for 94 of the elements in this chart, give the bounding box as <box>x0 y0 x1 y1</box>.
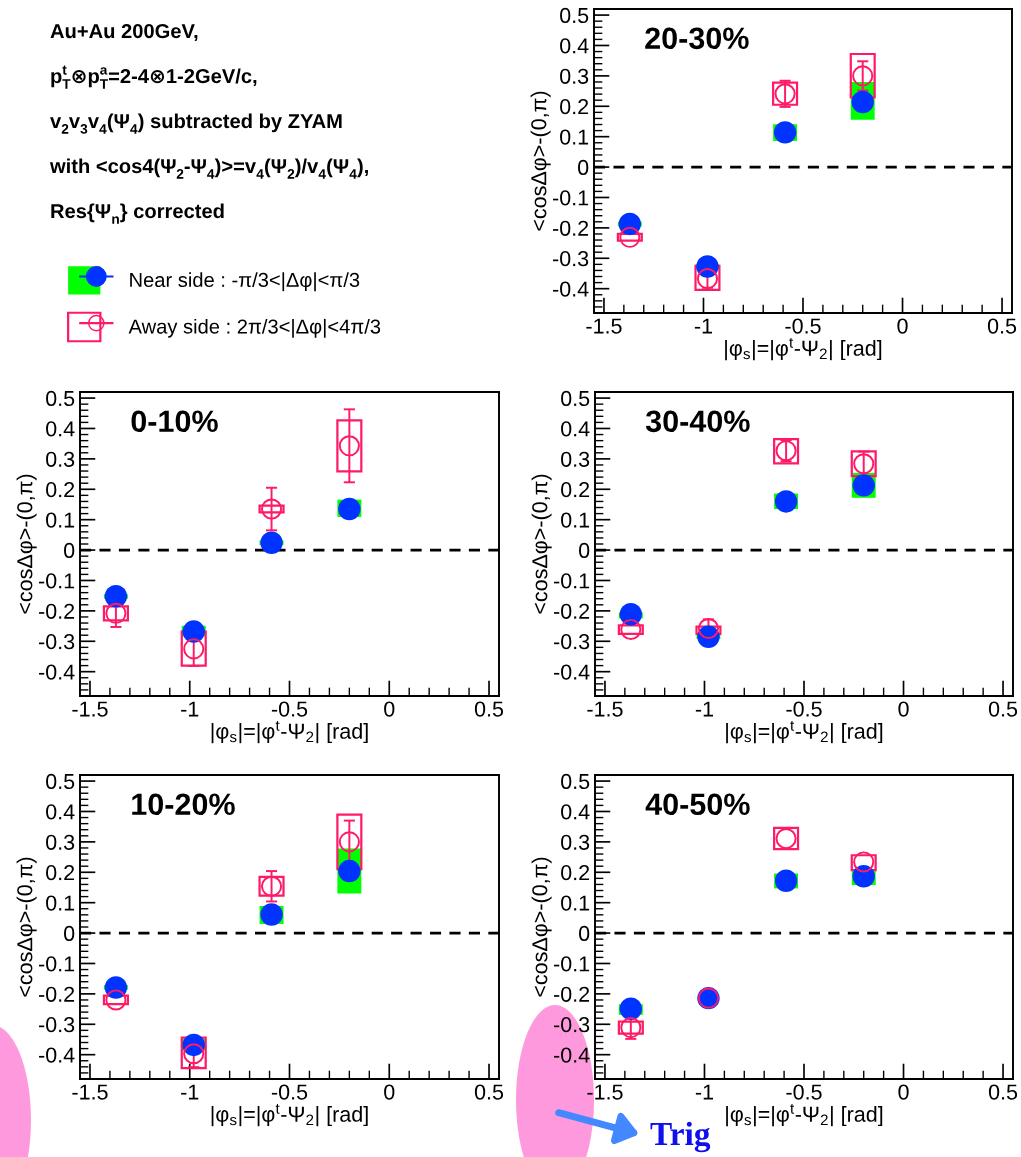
x-tick-label: -1 <box>181 701 199 717</box>
y-tick-label: -0.3 <box>554 1017 590 1033</box>
y-tick-label: 0 <box>64 542 75 559</box>
y-tick-label: 0.2 <box>561 482 590 498</box>
y-tick-label: 0 <box>579 542 590 559</box>
y-tick-label: 0.1 <box>46 895 75 911</box>
y-tick-label: 0.5 <box>560 7 589 24</box>
y-tick-label: -0.2 <box>39 603 75 619</box>
x-tick-label: 0 <box>897 318 908 334</box>
y-tick-label: -0.4 <box>554 664 590 680</box>
x-tick-label: 0.5 <box>474 1084 504 1100</box>
text: Au+Au 200GeV, <box>50 23 198 42</box>
y-tick-label: 0.5 <box>46 390 75 407</box>
x-tick-label: 0 <box>898 1084 909 1100</box>
x-tick-label: -1 <box>695 1084 713 1100</box>
y-tick-label: -0.2 <box>553 220 589 236</box>
y-tick-label: 0.2 <box>560 99 589 115</box>
x-tick-label: 0.5 <box>988 1084 1018 1100</box>
x-tick-label: -0.5 <box>271 701 308 717</box>
y-tick-label: -0.1 <box>39 956 75 972</box>
y-tick-label: 0.1 <box>561 895 590 911</box>
x-tick-label: 0 <box>384 701 395 717</box>
y-axis-title: <cosΔφ>-(0,π) <box>531 857 552 997</box>
x-tick-label: 0 <box>898 701 909 717</box>
x-tick-label: -1.5 <box>587 1084 623 1100</box>
y-tick-label: 0.3 <box>561 834 590 850</box>
y-tick-label: 0 <box>578 159 589 176</box>
y-tick-label: -0.4 <box>39 664 75 680</box>
x-tick-label: -1 <box>181 1084 199 1100</box>
y-tick-label: 0.4 <box>561 804 590 820</box>
x-tick-label: 0.5 <box>474 701 504 717</box>
legend-label: Near side : -π/3<|Δφ|<π/3 <box>130 272 360 292</box>
y-tick-label: 0.4 <box>561 421 590 437</box>
x-tick-label: -1.5 <box>72 1084 108 1100</box>
chart-title: 0-10% <box>131 410 218 433</box>
chart-title: 10-20% <box>132 793 235 816</box>
y-tick-label: -0.1 <box>554 956 590 972</box>
y-tick-label: 0.3 <box>561 451 590 467</box>
y-tick-label: -0.2 <box>554 603 590 619</box>
x-tick-label: 0.5 <box>987 318 1017 334</box>
y-tick-label: 0.4 <box>560 38 589 54</box>
y-axis-title: <cosΔφ>-(0,π) <box>16 857 37 997</box>
x-tick-label: -1 <box>694 318 712 334</box>
y-tick-label: -0.1 <box>39 573 75 589</box>
y-tick-label: -0.4 <box>39 1047 75 1063</box>
y-tick-label: -0.1 <box>554 573 590 589</box>
y-tick-label: 0 <box>64 925 75 942</box>
x-axis-title: |φ$_{s}$|=|φ$^{t}$-Ψ$_{2}$| [rad] <box>211 1103 368 1127</box>
y-tick-label: 0.1 <box>560 129 589 145</box>
y-tick-label: -0.3 <box>39 1017 75 1033</box>
y-tick-label: -0.3 <box>554 634 590 650</box>
x-axis-title: |φ$_{s}$|=|φ$^{t}$-Ψ$_{2}$| [rad] <box>725 337 882 361</box>
y-tick-label: 0.5 <box>561 773 590 790</box>
text: Trig <box>650 1121 711 1153</box>
y-tick-label: 0.1 <box>46 512 75 528</box>
y-axis-title: <cosΔφ>-(0,π) <box>531 474 552 614</box>
x-tick-label: -1.5 <box>587 701 623 717</box>
y-tick-label: 0.4 <box>46 804 75 820</box>
x-tick-label: 0.5 <box>988 701 1018 717</box>
chart-title: 30-40% <box>645 410 750 433</box>
y-tick-label: -0.2 <box>554 986 590 1002</box>
y-axis-title: <cosΔφ>-(0,π) <box>16 474 37 614</box>
y-tick-label: 0.1 <box>561 512 590 528</box>
x-tick-label: -0.5 <box>786 1084 822 1100</box>
y-tick-label: 0.5 <box>561 390 590 407</box>
y-tick-label: -0.3 <box>553 251 589 267</box>
chart-title: 40-50% <box>645 793 750 816</box>
y-tick-label: 0.5 <box>46 773 75 790</box>
x-tick-label: 0 <box>384 1084 395 1100</box>
y-tick-label: 0.3 <box>46 834 75 850</box>
x-axis-title: |φ$_{s}$|=|φ$^{t}$-Ψ$_{2}$| [rad] <box>726 1103 883 1127</box>
x-axis-title: |φ$_{s}$|=|φ$^{t}$-Ψ$_{2}$| [rad] <box>726 720 883 744</box>
x-tick-label: -0.5 <box>271 1084 308 1100</box>
y-tick-label: 0.2 <box>46 865 75 881</box>
y-tick-label: -0.2 <box>39 986 75 1002</box>
y-axis-title: <cosΔφ>-(0,π) <box>530 91 551 231</box>
y-tick-label: 0.4 <box>46 421 75 437</box>
legend-label: Away side : 2π/3<|Δφ|<4π/3 <box>128 318 381 338</box>
y-tick-label: 0.2 <box>561 865 590 881</box>
y-tick-label: 0 <box>579 925 590 942</box>
x-tick-label: -1.5 <box>72 701 108 717</box>
y-tick-label: -0.4 <box>554 1047 590 1063</box>
x-tick-label: -1 <box>695 701 713 717</box>
chart-title: 20-30% <box>645 27 749 50</box>
x-tick-label: -1.5 <box>586 318 622 334</box>
y-tick-label: 0.3 <box>560 68 589 84</box>
y-tick-label: -0.4 <box>553 281 589 297</box>
y-tick-label: -0.3 <box>39 634 75 650</box>
y-tick-label: -0.1 <box>553 190 589 206</box>
y-tick-label: 0.3 <box>46 451 75 467</box>
y-tick-label: 0.2 <box>46 482 75 498</box>
x-axis-title: |φ$_{s}$|=|φ$^{t}$-Ψ$_{2}$| [rad] <box>211 720 368 744</box>
x-tick-label: -0.5 <box>785 318 821 334</box>
x-tick-label: -0.5 <box>786 701 822 717</box>
